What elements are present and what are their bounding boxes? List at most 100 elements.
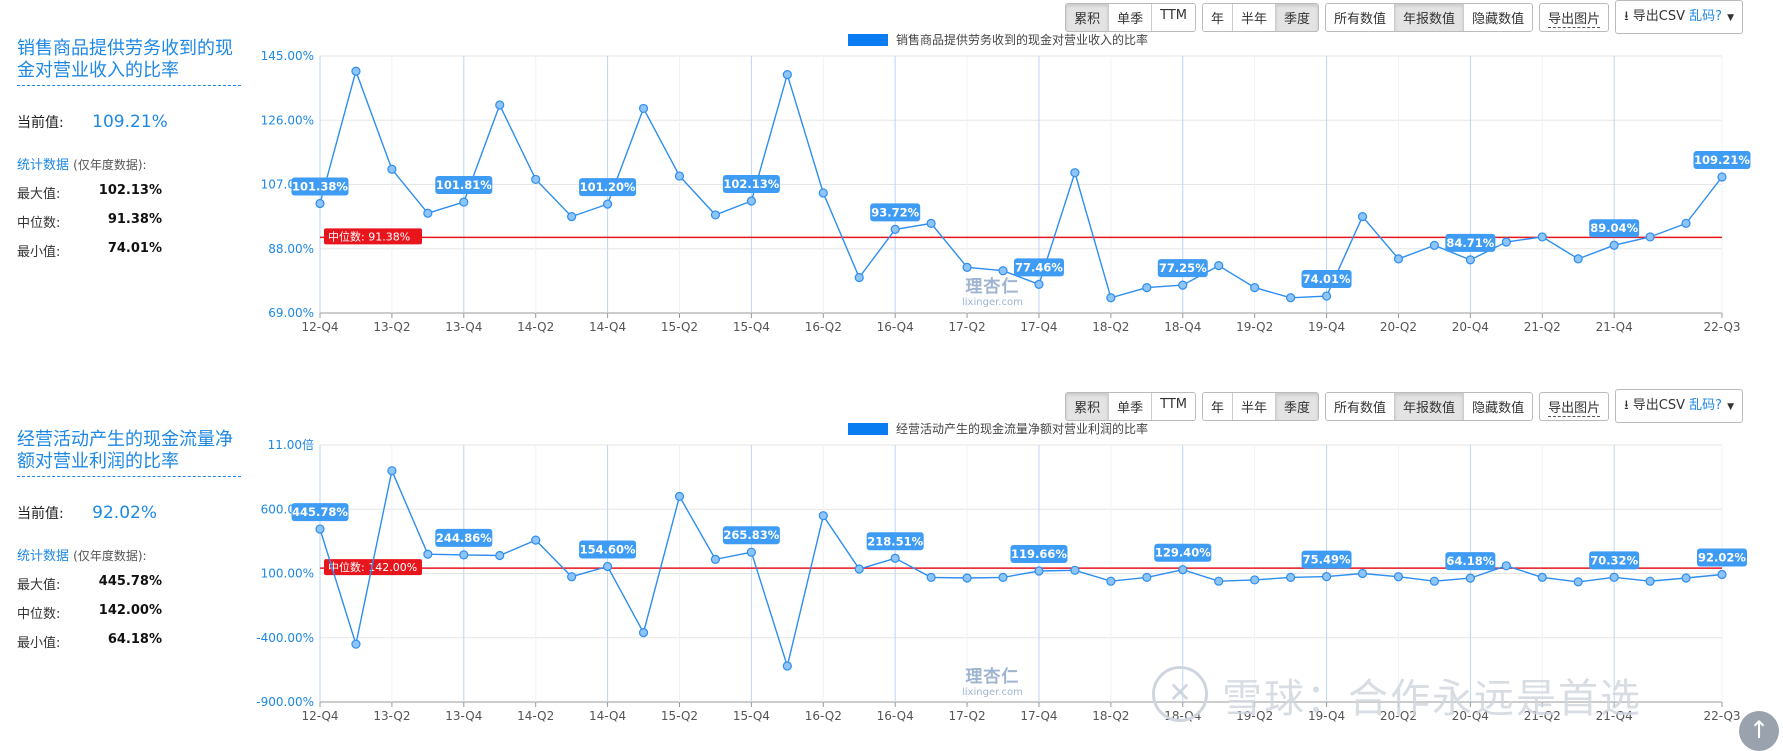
- median-label-bg: [324, 559, 422, 576]
- mode-ttm-button[interactable]: TTM: [1152, 392, 1195, 420]
- mode-single-quarter-button[interactable]: 单季: [1109, 3, 1153, 31]
- x-tick-label: 21-Q2: [1524, 320, 1561, 334]
- data-label-text: 154.60%: [580, 542, 636, 556]
- data-point: [351, 66, 361, 76]
- period-half-year-button[interactable]: 半年: [1233, 392, 1277, 420]
- data-label: 154.60%: [579, 540, 637, 559]
- export-image-button[interactable]: 导出图片: [1539, 2, 1610, 32]
- x-tick-label: 19-Q4: [1308, 709, 1345, 723]
- data-point: [602, 199, 613, 209]
- data-label-bg: [291, 177, 349, 196]
- current-value-row: 当前值: 92.02%: [17, 503, 241, 523]
- stats-label[interactable]: 统计数据: [17, 549, 70, 564]
- data-label: 265.83%: [722, 526, 780, 545]
- mode-cumulative-button[interactable]: 累积: [1066, 392, 1110, 420]
- data-point: [387, 164, 397, 174]
- current-value-row: 当前值: 109.21%: [17, 112, 241, 132]
- data-point: [890, 224, 900, 235]
- metric-title[interactable]: 销售商品提供劳务收到的现金对营业收入的比率: [17, 38, 241, 86]
- x-tick-label: 14-Q2: [517, 709, 554, 723]
- data-point: [1250, 283, 1260, 293]
- data-point: [1609, 572, 1619, 582]
- data-point: [1178, 280, 1188, 290]
- data-label-text: 102.13%: [723, 177, 779, 191]
- hide-values-button[interactable]: 隐藏数值: [1464, 3, 1533, 31]
- data-label: 244.86%: [435, 528, 493, 547]
- data-point: [1357, 212, 1368, 222]
- stat-median: 中位数: 142.00%: [17, 603, 162, 622]
- x-tick-label: 18-Q2: [1092, 709, 1129, 723]
- data-label-text: 119.66%: [1011, 547, 1067, 561]
- data-point: [1070, 565, 1080, 575]
- data-label-text: 77.25%: [1159, 261, 1207, 275]
- data-label-text: 101.81%: [436, 178, 492, 192]
- show-all-values-button[interactable]: 所有数值: [1326, 3, 1396, 31]
- mode-cumulative-button[interactable]: 累积: [1066, 3, 1110, 31]
- stats-label[interactable]: 统计数据: [17, 158, 70, 173]
- data-label: 84.71%: [1445, 233, 1496, 252]
- chart-toolbar: 累积 单季 TTM 年 半年 季度 所有数值 年报数值 隐藏数值 导出图片 ⭳ …: [1065, 389, 1743, 423]
- x-tick-label: 17-Q4: [1020, 320, 1057, 334]
- data-label: 74.01%: [1301, 270, 1352, 289]
- data-label-bg: [866, 532, 924, 551]
- arrow-up-icon: ↑: [1748, 716, 1770, 744]
- data-point: [1106, 293, 1116, 303]
- data-point: [1501, 237, 1511, 247]
- period-year-button[interactable]: 年: [1202, 3, 1233, 31]
- period-quarter-button[interactable]: 季度: [1276, 3, 1319, 31]
- x-tick-label: 13-Q2: [373, 320, 410, 334]
- data-label: 101.20%: [579, 178, 637, 197]
- data-point: [710, 554, 721, 564]
- data-label-text: 244.86%: [436, 531, 492, 545]
- data-point: [926, 218, 936, 228]
- data-point: [1681, 573, 1691, 583]
- data-point: [746, 547, 756, 557]
- data-point: [1717, 569, 1727, 580]
- data-label-bg: [870, 203, 921, 222]
- x-tick-label: 16-Q4: [877, 320, 914, 334]
- y-tick-label: 11.00倍: [268, 437, 314, 452]
- period-half-year-button[interactable]: 半年: [1233, 3, 1277, 31]
- data-label-bg: [1589, 219, 1640, 238]
- xueqiu-watermark: 雪球：合作永远是首选: [1222, 676, 1642, 722]
- period-year-button[interactable]: 年: [1202, 392, 1233, 420]
- show-annual-values-button[interactable]: 年报数值: [1395, 392, 1465, 420]
- y-tick-label: 69.00%: [268, 306, 314, 320]
- max-value: 102.13%: [98, 183, 162, 198]
- data-label-bg: [1154, 543, 1212, 562]
- data-point: [1034, 279, 1044, 289]
- hide-values-button[interactable]: 隐藏数值: [1464, 392, 1533, 420]
- stat-max: 最大值: 102.13%: [17, 183, 162, 202]
- data-label-bg: [722, 526, 780, 545]
- export-csv-button[interactable]: ⭳ 导出CSV 乱码? ▼: [1615, 0, 1743, 34]
- show-annual-values-button[interactable]: 年报数值: [1395, 3, 1465, 31]
- y-tick-label: 145.00%: [261, 49, 314, 63]
- y-tick-label: 126.00%: [261, 113, 314, 127]
- mode-single-quarter-button[interactable]: 单季: [1109, 392, 1153, 420]
- period-quarter-button[interactable]: 季度: [1276, 392, 1319, 420]
- site-watermark: 理杏仁 lixinger.com: [962, 662, 1023, 698]
- data-label-bg: [1445, 233, 1496, 252]
- garble-help-link[interactable]: 乱码?: [1689, 9, 1723, 24]
- x-tick-label: 20-Q4: [1452, 320, 1489, 334]
- export-csv-button[interactable]: ⭳ 导出CSV 乱码? ▼: [1615, 389, 1743, 423]
- x-tick-label: 22-Q3: [1703, 709, 1740, 723]
- export-image-button[interactable]: 导出图片: [1539, 391, 1610, 421]
- garble-help-link[interactable]: 乱码?: [1689, 398, 1723, 413]
- current-value: 92.02%: [92, 503, 157, 523]
- x-tick-label: 17-Q4: [1020, 709, 1057, 723]
- mode-ttm-button[interactable]: TTM: [1152, 3, 1195, 31]
- show-all-values-button[interactable]: 所有数值: [1326, 392, 1396, 420]
- data-point: [818, 511, 828, 521]
- scroll-to-top-button[interactable]: ↑: [1739, 711, 1779, 751]
- export-csv-label: 导出CSV: [1632, 9, 1686, 24]
- data-point: [1178, 565, 1188, 575]
- export-csv-label: 导出CSV: [1632, 398, 1686, 413]
- data-point: [1537, 572, 1547, 582]
- x-tick-label: 19-Q2: [1236, 709, 1273, 723]
- data-point: [926, 572, 936, 582]
- data-label-text: 218.51%: [867, 534, 923, 548]
- min-value: 74.01%: [107, 241, 162, 256]
- data-point: [674, 171, 685, 181]
- metric-title[interactable]: 经营活动产生的现金流量净额对营业利润的比率: [17, 429, 241, 477]
